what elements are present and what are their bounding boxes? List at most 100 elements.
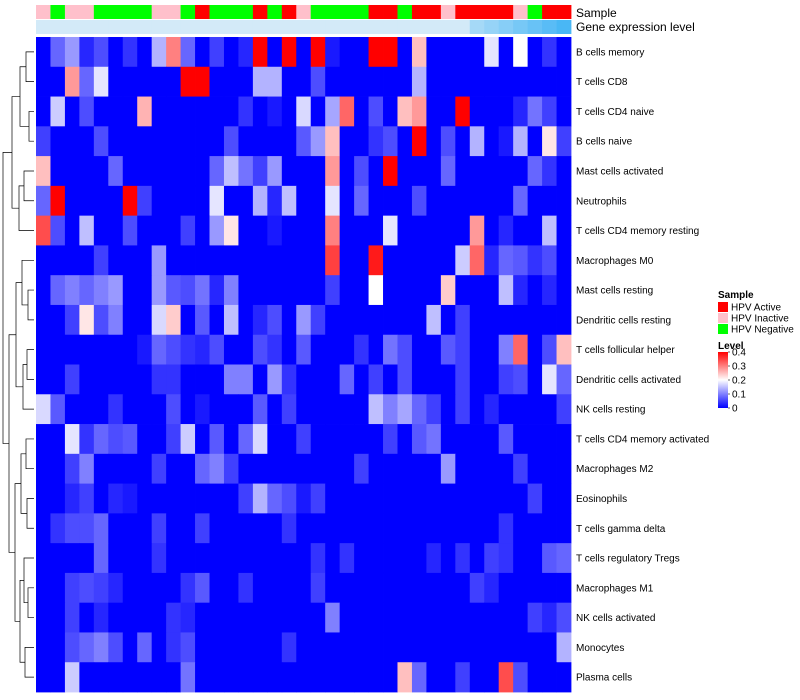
heatmap-cell — [397, 602, 413, 633]
expression-annotation-cell — [122, 20, 138, 34]
expression-annotation-cell — [137, 20, 153, 34]
heatmap-cell — [50, 37, 66, 68]
row-label: NK cells resting — [576, 405, 645, 416]
heatmap-cell — [64, 543, 80, 574]
heatmap-cell — [36, 483, 51, 514]
heatmap-cell — [137, 483, 153, 514]
heatmap-cell — [36, 334, 51, 365]
heatmap-cell — [455, 364, 471, 395]
heatmap-cell — [426, 96, 442, 127]
dendrogram-branch — [23, 557, 34, 604]
heatmap-cell — [383, 37, 398, 68]
heatmap-cell — [180, 156, 196, 187]
dendrogram-branch — [25, 438, 34, 470]
heatmap-cell — [267, 394, 283, 425]
heatmap-cell — [151, 185, 167, 217]
heatmap-cell — [93, 185, 109, 217]
heatmap-cell — [122, 513, 138, 544]
row-label: T cells follicular helper — [576, 345, 675, 356]
heatmap-cell — [498, 126, 514, 157]
heatmap-cell — [50, 275, 66, 306]
heatmap-cell — [267, 543, 283, 574]
heatmap-cell — [426, 662, 442, 693]
heatmap-cell — [411, 602, 427, 633]
heatmap-cell — [64, 245, 80, 276]
heatmap-cell — [151, 66, 167, 97]
heatmap-cell — [411, 483, 427, 514]
heatmap-cell — [122, 304, 138, 336]
heatmap-cell — [93, 66, 109, 97]
heatmap-cell — [310, 96, 326, 127]
row-label: NK cells activated — [576, 613, 655, 624]
heatmap-cell — [238, 156, 254, 187]
heatmap-cell — [484, 424, 500, 455]
heatmap-cell — [339, 334, 355, 365]
sample-annotation-cell — [310, 5, 326, 19]
heatmap-cell — [209, 304, 225, 336]
heatmap-cell — [498, 483, 514, 514]
heatmap-cell — [36, 394, 51, 425]
heatmap-cell — [455, 215, 471, 246]
heatmap-cell — [122, 483, 138, 514]
heatmap-cell — [527, 424, 543, 455]
heatmap-cell — [151, 275, 167, 306]
sample-annotation-cell — [368, 5, 384, 19]
heatmap-cell — [542, 543, 557, 574]
heatmap-cell — [252, 304, 268, 336]
expression-annotation-cell — [209, 20, 225, 34]
row-label: Macrophages M0 — [576, 256, 654, 267]
heatmap-cell — [469, 662, 485, 693]
heatmap-cell — [223, 394, 239, 425]
dendrogram-branch — [26, 349, 34, 380]
expression-annotation-cell — [238, 20, 254, 34]
heatmap-cell — [36, 602, 51, 633]
heatmap-cell — [556, 96, 572, 127]
heatmap-cell — [411, 96, 427, 127]
heatmap-cell — [556, 304, 572, 336]
heatmap-cell — [252, 334, 268, 365]
expression-annotation-cell — [151, 20, 167, 34]
heatmap-cell — [397, 156, 413, 187]
expression-annotation-cell — [455, 20, 471, 34]
heatmap-cell — [469, 126, 485, 157]
heatmap-cell — [50, 572, 66, 604]
heatmap-cell — [368, 37, 384, 68]
heatmap-cell — [498, 543, 514, 574]
heatmap-cell — [383, 543, 398, 574]
heatmap-cell — [281, 66, 297, 97]
heatmap-cell — [223, 334, 239, 365]
heatmap-cell — [469, 364, 485, 395]
heatmap-cell — [281, 156, 297, 187]
heatmap-cell — [556, 37, 572, 68]
heatmap-cell — [469, 602, 485, 633]
heatmap-cell — [556, 394, 572, 425]
heatmap-cell — [281, 483, 297, 514]
heatmap-cell — [151, 364, 167, 395]
heatmap-cell — [238, 453, 254, 484]
heatmap-cell — [368, 543, 384, 574]
heatmap-cell — [484, 215, 500, 246]
heatmap-cell — [137, 185, 153, 217]
heatmap-cell — [440, 364, 456, 395]
heatmap-cell — [137, 96, 153, 127]
heatmap-cell — [50, 662, 66, 693]
expression-annotation-cell — [354, 20, 369, 34]
heatmap-cell — [281, 602, 297, 633]
heatmap-cell — [542, 364, 557, 395]
heatmap-cell — [296, 215, 312, 246]
heatmap-cell — [64, 126, 80, 157]
heatmap-cell — [455, 37, 471, 68]
heatmap-cell — [339, 156, 355, 187]
sample-annotation-cell — [556, 5, 572, 19]
heatmap-cell — [64, 483, 80, 514]
heatmap-cell — [455, 424, 471, 455]
heatmap-cell — [397, 304, 413, 336]
heatmap-cell — [180, 275, 196, 306]
sample-annotation-cell — [79, 5, 95, 19]
sample-annotation-cell — [397, 5, 413, 19]
heatmap-cell — [513, 275, 529, 306]
heatmap-cell — [36, 364, 51, 395]
heatmap-cell — [108, 304, 124, 336]
heatmap-cell — [296, 334, 312, 365]
heatmap-cell — [339, 543, 355, 574]
